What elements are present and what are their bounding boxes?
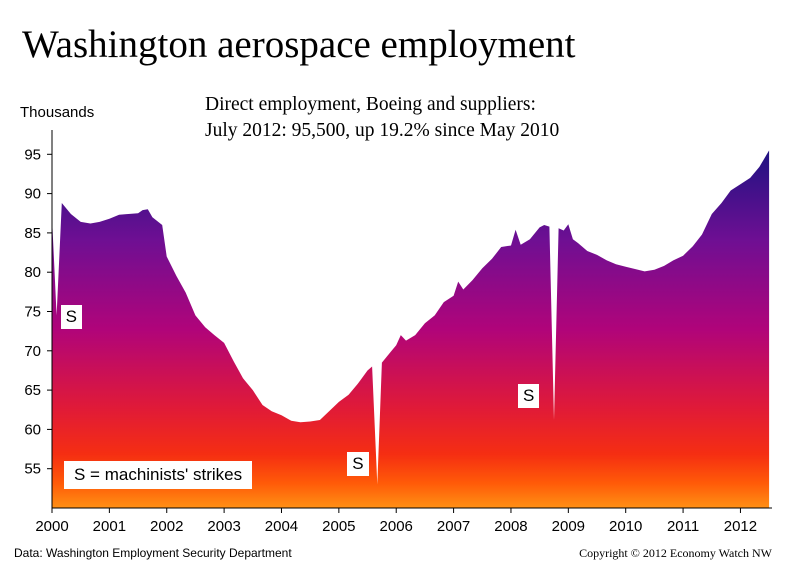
x-tick-label: 2002: [150, 518, 183, 535]
y-tick-label: 60: [24, 421, 41, 438]
strike-label-2008: S: [517, 383, 540, 408]
data-source: Data: Washington Employment Security Dep…: [14, 546, 292, 560]
subtitle-line-2: July 2012: 95,500, up 19.2% since May 20…: [205, 120, 560, 141]
chart-subtitle: Direct employment, Boeing and suppliers:…: [205, 92, 559, 144]
y-axis-label: Thousands: [20, 104, 95, 121]
strike-legend: S = machinists' strikes: [64, 461, 253, 489]
x-tick-label: 2000: [35, 518, 68, 535]
x-tick-label: 2007: [437, 518, 470, 535]
x-tick-label: 2005: [322, 518, 355, 535]
chart-title: Washington aerospace employment: [22, 23, 576, 66]
x-tick-label: 2012: [724, 518, 757, 535]
y-tick-label: 80: [24, 264, 41, 281]
employment-area: [52, 150, 770, 508]
y-tick-label: 55: [24, 461, 41, 478]
copyright: Copyright © 2012 Economy Watch NW: [579, 546, 772, 560]
y-tick-label: 85: [24, 225, 41, 242]
x-tick-label: 2004: [265, 518, 298, 535]
strike-label-2000: S: [60, 305, 82, 330]
x-tick-label: 2011: [667, 518, 699, 535]
x-tick-label: 2001: [93, 518, 126, 535]
x-tick-label: 2010: [609, 518, 642, 535]
y-tick-label: 65: [24, 382, 41, 399]
x-tick-label: 2008: [494, 518, 527, 535]
subtitle-line-1: Direct employment, Boeing and suppliers:: [205, 94, 536, 115]
x-tick-label: 2009: [552, 518, 585, 535]
x-tick-label: 2006: [380, 518, 413, 535]
y-tick-label: 90: [24, 186, 41, 203]
x-tick-label: 2003: [207, 518, 240, 535]
y-tick-label: 70: [24, 343, 41, 360]
y-tick-label: 75: [24, 304, 41, 321]
strike-label-2005: S: [347, 452, 369, 477]
y-tick-label: 95: [24, 146, 41, 163]
